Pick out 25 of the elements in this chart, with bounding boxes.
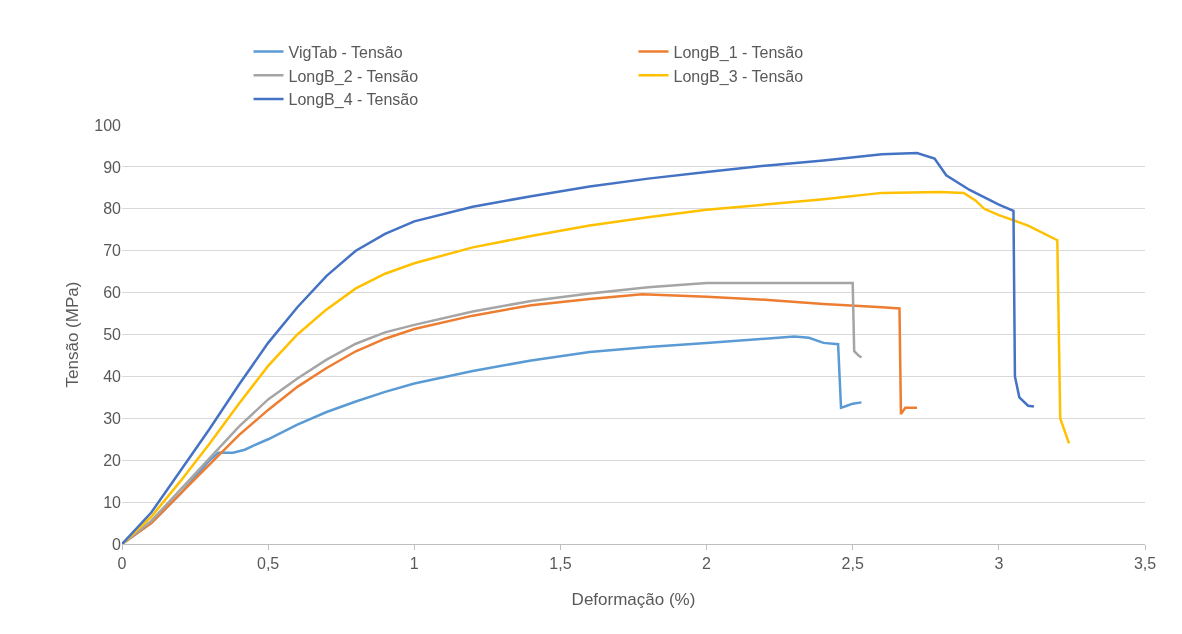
- legend-label: LongB_4 - Tensão: [288, 91, 419, 110]
- y-tick-label: 10: [103, 493, 122, 511]
- y-tick-label: 80: [103, 200, 122, 218]
- y-tick-label: 30: [103, 409, 122, 427]
- y-tick-label: 40: [103, 368, 122, 385]
- legend-label: LongB_1 - Tensão: [673, 43, 804, 62]
- y-axis-title: Tensão (MPa): [63, 281, 82, 388]
- x-tick-label: 3,5: [1133, 555, 1157, 573]
- x-tick-label: 1,5: [549, 555, 572, 573]
- legend-label: LongB_2 - Tensão: [288, 67, 419, 86]
- y-tick-label: 100: [94, 116, 122, 134]
- y-tick-label: 90: [103, 158, 122, 176]
- y-tick-label: 0: [112, 535, 122, 553]
- x-axis-title: Deformação (%): [571, 590, 696, 609]
- x-tick-label: 0,5: [257, 555, 280, 573]
- x-tick-label: 1: [409, 555, 419, 573]
- y-tick-label: 50: [103, 326, 122, 344]
- x-tick-label: 3: [994, 555, 1004, 573]
- y-tick-label: 20: [103, 451, 122, 469]
- x-tick-label: 2: [702, 555, 712, 573]
- legend-label: LongB_3 - Tensão: [673, 67, 804, 86]
- legend-label: VigTab - Tensão: [288, 43, 403, 61]
- y-tick-label: 60: [103, 284, 122, 302]
- y-tick-label: 70: [103, 242, 122, 260]
- x-tick-label: 2,5: [841, 555, 864, 573]
